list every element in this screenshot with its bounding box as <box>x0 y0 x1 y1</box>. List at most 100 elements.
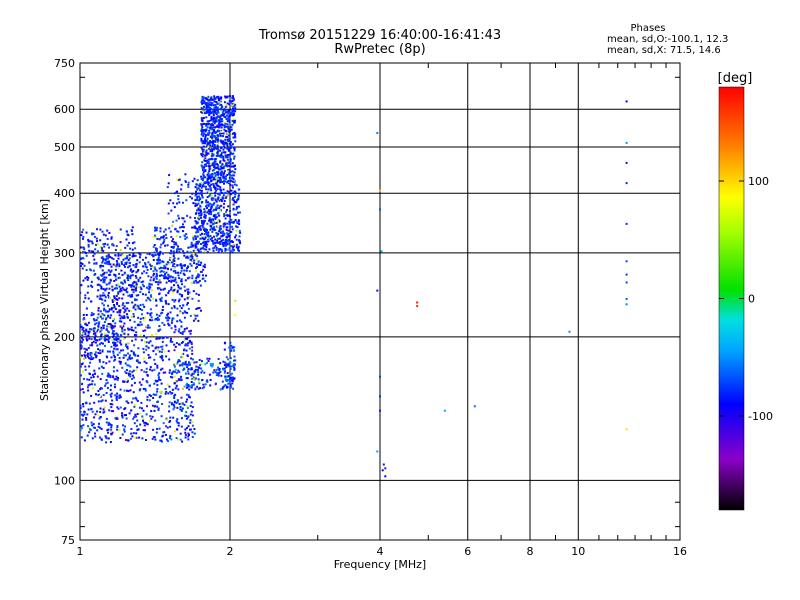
data-point <box>92 426 95 429</box>
data-point <box>214 238 217 241</box>
data-point <box>234 103 237 106</box>
data-point <box>197 276 200 278</box>
data-point <box>113 296 116 299</box>
data-point <box>195 365 198 368</box>
data-point <box>198 226 201 229</box>
data-point <box>187 435 190 438</box>
x-tick-label: 6 <box>464 545 471 558</box>
data-point <box>204 130 207 133</box>
data-point <box>100 256 103 259</box>
data-point <box>181 341 183 344</box>
data-point <box>175 235 178 238</box>
data-point <box>177 271 179 274</box>
data-point <box>121 412 124 415</box>
data-point <box>138 389 141 392</box>
data-point <box>202 265 205 268</box>
data-point <box>211 154 214 157</box>
data-point <box>83 347 86 350</box>
data-point <box>103 278 106 281</box>
data-point <box>137 307 140 310</box>
data-point <box>166 314 169 316</box>
data-point <box>142 418 145 421</box>
data-point <box>231 380 234 382</box>
data-point <box>80 344 82 347</box>
data-point <box>160 439 163 442</box>
data-point <box>149 314 152 317</box>
data-point <box>185 411 188 414</box>
data-point <box>101 350 104 353</box>
data-point <box>194 244 197 247</box>
data-point <box>219 165 222 168</box>
data-point <box>108 308 111 311</box>
data-point <box>173 331 176 334</box>
data-point <box>144 256 147 259</box>
data-point <box>232 174 235 177</box>
data-point <box>219 177 222 179</box>
data-point <box>100 247 103 250</box>
data-point <box>117 267 120 270</box>
data-point <box>224 241 227 244</box>
data-point <box>142 280 145 283</box>
data-point <box>111 301 114 303</box>
data-point <box>156 237 159 240</box>
data-point <box>226 222 229 225</box>
data-point <box>220 141 223 144</box>
data-point <box>82 391 85 394</box>
data-point <box>214 199 217 202</box>
data-point <box>169 425 172 428</box>
data-point <box>163 431 166 434</box>
y-tick-label: 600 <box>54 103 75 116</box>
data-point <box>228 380 231 383</box>
data-point <box>93 319 96 322</box>
data-point <box>82 403 84 405</box>
data-point <box>114 274 117 277</box>
data-point <box>203 132 206 135</box>
data-point <box>169 252 172 255</box>
data-point <box>229 184 232 186</box>
data-point <box>103 271 106 274</box>
data-point <box>208 168 211 170</box>
data-point <box>135 369 138 372</box>
data-point <box>104 309 107 312</box>
data-point <box>123 311 126 314</box>
data-point <box>97 307 100 310</box>
data-point <box>97 309 100 312</box>
data-point <box>228 220 231 223</box>
data-point <box>91 437 94 440</box>
data-point <box>121 414 123 417</box>
data-point <box>152 397 155 399</box>
data-point <box>176 202 178 205</box>
data-point <box>204 135 207 138</box>
data-point <box>222 113 225 116</box>
data-point <box>96 243 99 246</box>
data-point <box>208 174 211 177</box>
data-point <box>84 331 87 334</box>
data-point <box>208 114 211 117</box>
data-point <box>158 262 161 265</box>
data-point <box>202 129 205 132</box>
data-point <box>185 256 187 259</box>
data-point <box>208 191 211 194</box>
data-point <box>416 305 419 308</box>
data-point <box>193 226 196 229</box>
data-point <box>231 198 234 201</box>
data-point <box>219 225 222 228</box>
data-point <box>228 239 231 242</box>
data-point <box>107 263 110 265</box>
data-point <box>88 427 91 429</box>
data-point <box>101 317 104 320</box>
data-point <box>191 352 194 355</box>
data-point <box>99 266 102 269</box>
data-point <box>226 96 229 99</box>
data-point <box>100 314 103 316</box>
data-point <box>167 277 169 280</box>
data-point <box>237 194 240 197</box>
data-point <box>184 363 187 366</box>
data-point <box>196 275 199 278</box>
data-point <box>125 261 128 264</box>
data-point <box>95 319 98 322</box>
data-point <box>96 344 99 347</box>
data-point <box>142 293 144 296</box>
data-point <box>232 192 235 194</box>
data-point <box>93 416 96 419</box>
